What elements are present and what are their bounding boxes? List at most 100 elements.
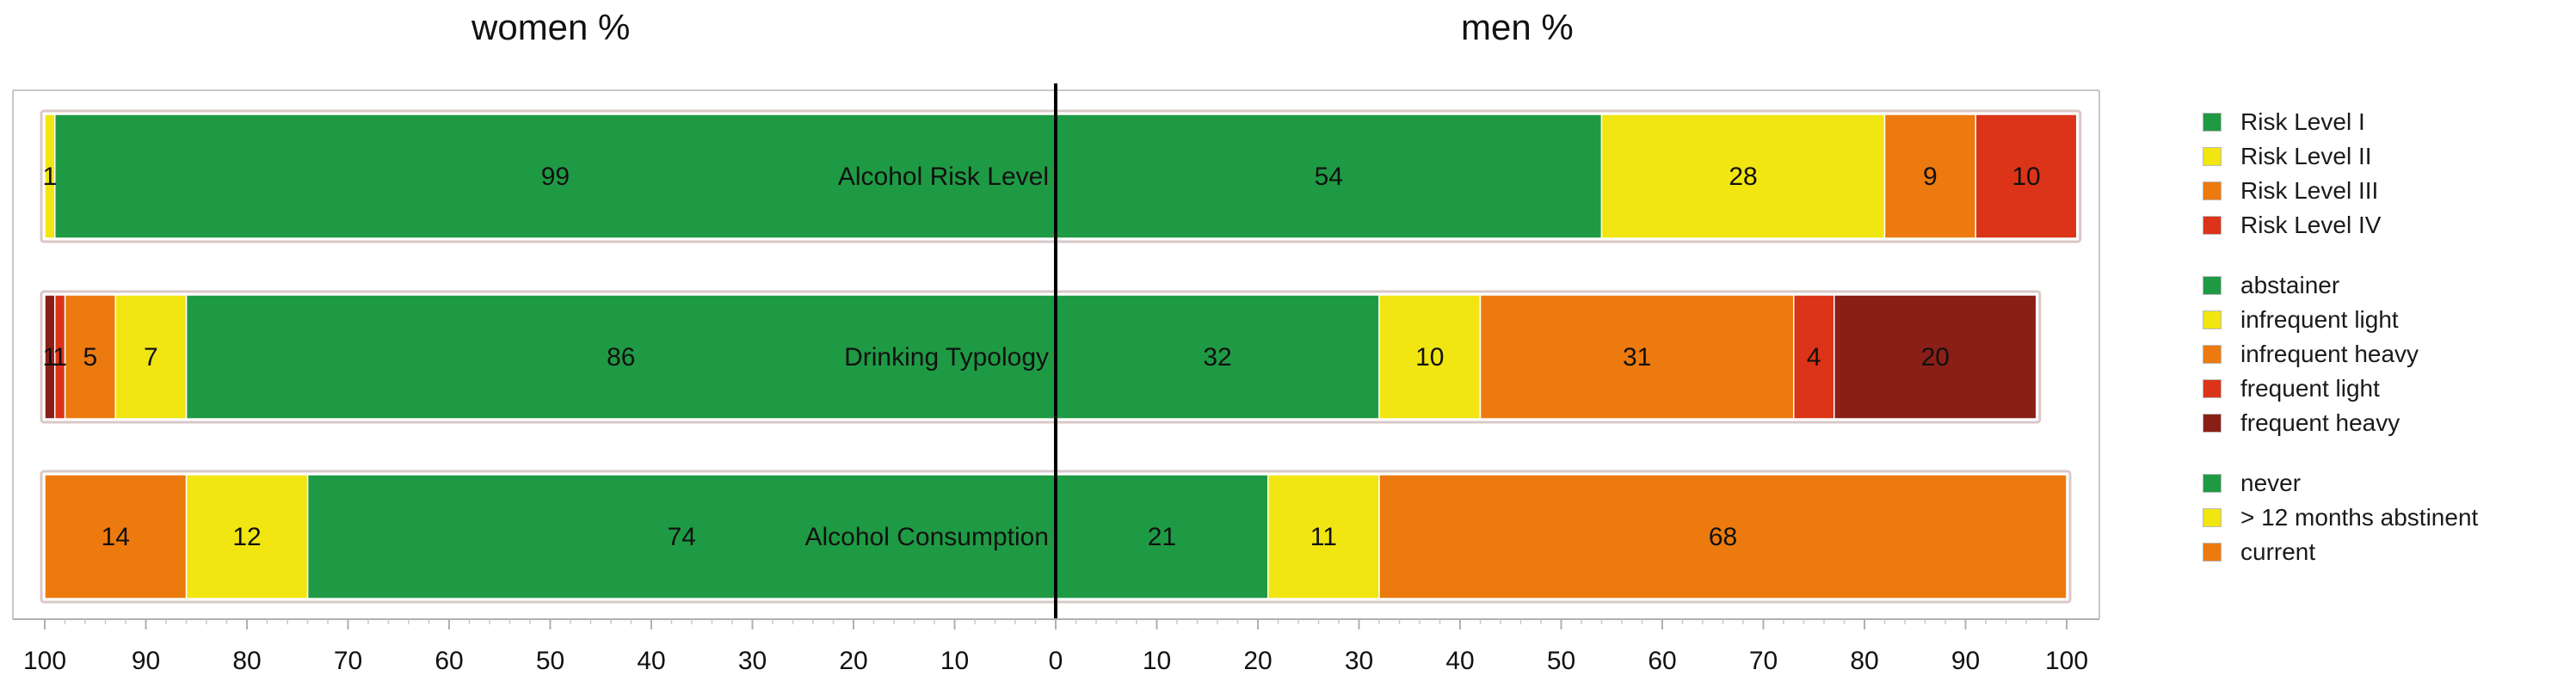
legend-label: Risk Level II — [2240, 143, 2372, 169]
bar-men-2-0 — [1055, 474, 1269, 599]
tick-label-right-50: 50 — [1547, 647, 1575, 675]
legend-item: abstainer — [2203, 268, 2573, 303]
legend-label: frequent light — [2240, 375, 2380, 402]
value-label-women-1-3: 1 — [52, 343, 67, 372]
legend-label: Risk Level IV — [2240, 212, 2382, 238]
legend-item: infrequent heavy — [2203, 337, 2573, 372]
bar-women-2-2 — [44, 474, 188, 599]
legend-label: never — [2240, 470, 2302, 496]
tick-label-right-70: 70 — [1749, 647, 1778, 675]
value-label-women-1-1: 7 — [144, 343, 158, 372]
value-label-women-2-0: 74 — [668, 523, 696, 551]
value-label-men-2-2: 68 — [1709, 523, 1737, 551]
value-label-women-1-4: 1 — [43, 343, 58, 372]
legend-swatch — [2203, 276, 2222, 295]
bar-men-1-0 — [1055, 294, 1380, 420]
bar-men-0-3 — [1975, 114, 2078, 239]
legend-swatch — [2203, 113, 2222, 132]
legend-item: frequent light — [2203, 372, 2573, 406]
men-title: men % — [1461, 7, 1574, 47]
tick-label-left-100: 100 — [23, 647, 66, 675]
value-label-men-1-1: 10 — [1415, 343, 1444, 372]
legend-swatch — [2203, 310, 2222, 329]
legend-label: abstainer — [2240, 272, 2340, 298]
value-label-women-1-2: 5 — [83, 343, 98, 372]
value-label-women-2-2: 14 — [102, 523, 130, 551]
tick-label-left-80: 80 — [232, 647, 261, 675]
tick-label-left-10: 10 — [940, 647, 969, 675]
value-label-men-2-0: 21 — [1148, 523, 1176, 551]
legend-swatch — [2203, 147, 2222, 166]
women-title: women % — [471, 7, 631, 47]
legend-label: Risk Level I — [2240, 108, 2365, 135]
value-label-men-0-2: 9 — [1923, 163, 1938, 191]
tick-label-right-10: 10 — [1143, 647, 1171, 675]
value-label-women-0-1: 1 — [43, 163, 58, 191]
tick-label-right-90: 90 — [1951, 647, 1980, 675]
value-label-men-0-0: 54 — [1315, 163, 1343, 191]
bar-men-1-1 — [1378, 294, 1482, 420]
row-label-2: Alcohol Consumption — [805, 523, 1050, 551]
legend-item: Risk Level II — [2203, 139, 2573, 174]
legend-swatch — [2203, 181, 2222, 200]
tick-label-right-20: 20 — [1243, 647, 1272, 675]
legend-item: frequent heavy — [2203, 406, 2573, 440]
legend-item: Risk Level III — [2203, 174, 2573, 208]
legend-label: Risk Level III — [2240, 177, 2379, 204]
bar-women-2-0 — [306, 474, 1057, 599]
value-label-men-0-3: 10 — [2012, 163, 2040, 191]
bar-women-1-0 — [185, 294, 1057, 420]
bar-men-2-1 — [1267, 474, 1380, 599]
legend-item: current — [2203, 535, 2573, 569]
bar-women-0-1 — [44, 114, 56, 239]
bar-group-outline-0 — [40, 109, 2082, 243]
tick-label-left-70: 70 — [334, 647, 362, 675]
tick-label-left-30: 30 — [738, 647, 767, 675]
value-label-women-1-0: 86 — [607, 343, 635, 372]
value-label-men-1-0: 32 — [1203, 343, 1231, 372]
legend-swatch — [2203, 379, 2222, 398]
legend-label: frequent heavy — [2240, 409, 2400, 436]
tick-label-right-40: 40 — [1445, 647, 1474, 675]
bar-men-1-2 — [1479, 294, 1795, 420]
bar-group-outline-1 — [40, 290, 2042, 424]
legend-swatch — [2203, 414, 2222, 433]
tick-label-right-100: 100 — [2045, 647, 2088, 675]
legend-label: > 12 months abstinent — [2240, 504, 2479, 531]
legend-item: Risk Level I — [2203, 105, 2573, 139]
legend-swatch — [2203, 543, 2222, 562]
value-label-men-1-2: 31 — [1623, 343, 1651, 372]
legend-item: never — [2203, 466, 2573, 501]
legend-label: infrequent heavy — [2240, 341, 2419, 367]
legend-label: infrequent light — [2240, 306, 2399, 333]
bar-men-1-4 — [1833, 294, 2037, 420]
bar-women-1-1 — [114, 294, 188, 420]
legend-group: Risk Level I Risk Level II Risk Level III R… — [2203, 105, 2573, 243]
bar-women-1-4 — [44, 294, 56, 420]
row-label-0: Alcohol Risk Level — [838, 163, 1049, 191]
tick-label-left-20: 20 — [839, 647, 867, 675]
row-label-1: Drinking Typology — [844, 343, 1049, 372]
legend-item: Risk Level IV — [2203, 208, 2573, 243]
legend-swatch — [2203, 474, 2222, 493]
bar-men-1-3 — [1793, 294, 1835, 420]
legend-group: abstainer infrequent light infrequent heav… — [2203, 268, 2573, 440]
tick-label-left-40: 40 — [637, 647, 665, 675]
legend: Risk Level I Risk Level II Risk Level III R… — [2203, 105, 2573, 595]
tick-label-left-90: 90 — [132, 647, 160, 675]
tick-label-right-30: 30 — [1345, 647, 1373, 675]
legend-group: never > 12 months abstinent current — [2203, 466, 2573, 569]
value-label-men-2-1: 11 — [1310, 523, 1337, 551]
tick-label-right-0: 0 — [1049, 647, 1063, 675]
legend-item: infrequent light — [2203, 303, 2573, 337]
value-label-men-1-3: 4 — [1807, 343, 1821, 372]
tick-label-left-50: 50 — [536, 647, 564, 675]
legend-item: > 12 months abstinent — [2203, 501, 2573, 535]
value-label-women-0-0: 99 — [541, 163, 570, 191]
bar-men-0-0 — [1055, 114, 1603, 239]
bar-men-0-2 — [1883, 114, 1976, 239]
value-label-men-1-4: 20 — [1921, 343, 1950, 372]
legend-swatch — [2203, 216, 2222, 235]
legend-swatch — [2203, 345, 2222, 364]
